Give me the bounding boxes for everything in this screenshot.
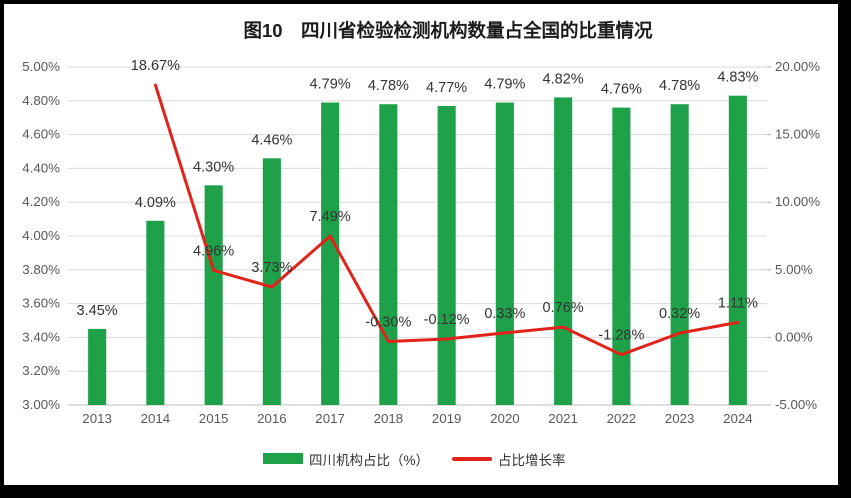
svg-text:10.00%: 10.00% xyxy=(775,194,820,209)
svg-text:-1.28%: -1.28% xyxy=(598,328,644,344)
svg-text:2024: 2024 xyxy=(723,411,753,426)
svg-text:4.79%: 4.79% xyxy=(484,77,525,93)
svg-text:4.00%: 4.00% xyxy=(22,228,60,243)
svg-text:2018: 2018 xyxy=(374,411,404,426)
svg-text:4.82%: 4.82% xyxy=(543,71,584,87)
svg-text:5.00%: 5.00% xyxy=(775,262,813,277)
svg-text:4.76%: 4.76% xyxy=(601,82,642,98)
svg-text:4.40%: 4.40% xyxy=(22,160,60,175)
svg-text:3.60%: 3.60% xyxy=(22,296,60,311)
svg-text:2015: 2015 xyxy=(199,411,229,426)
svg-text:-0.30%: -0.30% xyxy=(365,315,411,331)
svg-text:3.40%: 3.40% xyxy=(22,329,60,344)
svg-text:3.20%: 3.20% xyxy=(22,363,60,378)
svg-text:3.73%: 3.73% xyxy=(251,260,292,276)
svg-text:3.00%: 3.00% xyxy=(22,397,60,412)
svg-text:4.96%: 4.96% xyxy=(193,243,234,259)
svg-text:15.00%: 15.00% xyxy=(775,127,820,142)
svg-text:4.20%: 4.20% xyxy=(22,194,60,209)
svg-text:2019: 2019 xyxy=(432,411,462,426)
svg-text:4.09%: 4.09% xyxy=(135,195,176,211)
svg-text:7.49%: 7.49% xyxy=(310,209,351,225)
svg-text:18.67%: 18.67% xyxy=(131,58,180,74)
svg-text:2021: 2021 xyxy=(548,411,578,426)
svg-text:2022: 2022 xyxy=(607,411,637,426)
svg-text:3.80%: 3.80% xyxy=(22,262,60,277)
svg-text:0.33%: 0.33% xyxy=(484,306,525,322)
svg-text:0.32%: 0.32% xyxy=(659,306,700,322)
svg-text:2017: 2017 xyxy=(315,411,345,426)
svg-text:2014: 2014 xyxy=(141,411,171,426)
svg-text:2023: 2023 xyxy=(665,411,695,426)
svg-text:1.11%: 1.11% xyxy=(718,295,758,311)
svg-text:-0.12%: -0.12% xyxy=(424,312,470,328)
svg-text:4.83%: 4.83% xyxy=(717,70,758,86)
svg-text:2020: 2020 xyxy=(490,411,520,426)
svg-text:3.45%: 3.45% xyxy=(77,303,118,319)
svg-text:20.00%: 20.00% xyxy=(775,59,820,74)
svg-text:4.77%: 4.77% xyxy=(426,80,467,96)
svg-text:2016: 2016 xyxy=(257,411,287,426)
svg-text:4.78%: 4.78% xyxy=(368,78,409,94)
svg-text:4.78%: 4.78% xyxy=(659,78,700,94)
svg-text:-5.00%: -5.00% xyxy=(775,397,817,412)
svg-text:4.46%: 4.46% xyxy=(251,132,292,148)
svg-text:4.79%: 4.79% xyxy=(310,77,351,93)
svg-text:4.30%: 4.30% xyxy=(193,159,234,175)
svg-text:4.80%: 4.80% xyxy=(22,93,60,108)
svg-text:4.60%: 4.60% xyxy=(22,127,60,142)
svg-text:5.00%: 5.00% xyxy=(22,59,60,74)
svg-text:2013: 2013 xyxy=(82,411,112,426)
svg-text:0.76%: 0.76% xyxy=(543,300,584,316)
svg-text:0.00%: 0.00% xyxy=(775,329,813,344)
